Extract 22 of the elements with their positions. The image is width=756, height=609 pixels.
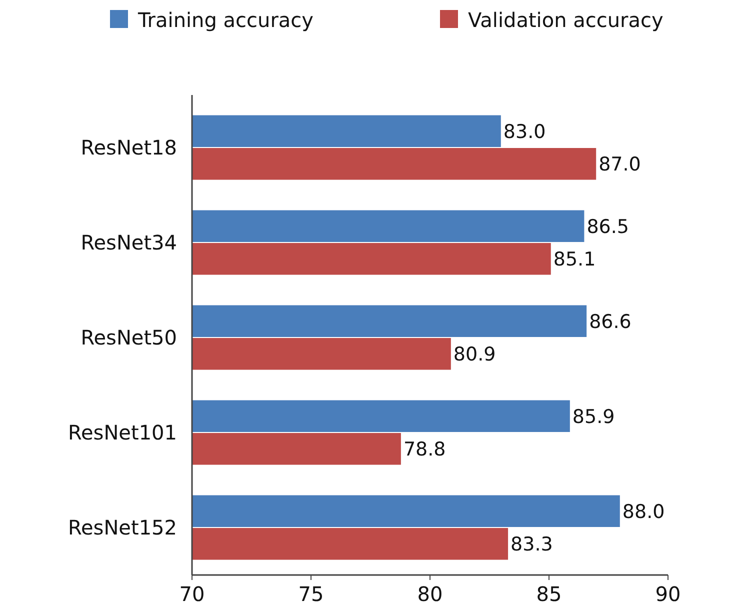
data-label: 88.0: [622, 500, 665, 523]
y-tick-label: ResNet101: [68, 420, 177, 444]
data-label: 85.9: [572, 406, 615, 428]
x-tick-label: 70: [179, 582, 205, 606]
x-tick-label: 80: [417, 582, 443, 606]
data-label: 85.1: [553, 248, 596, 271]
y-tick-label: ResNet152: [68, 516, 177, 540]
data-label: 83.3: [510, 534, 553, 556]
data-label: 87.0: [598, 154, 641, 176]
data-label: 78.8: [403, 438, 446, 461]
legend-label: Training accuracy: [137, 8, 314, 32]
y-tick-label: ResNet50: [80, 326, 177, 350]
legend-label: Validation accuracy: [468, 8, 664, 32]
data-label: 80.9: [453, 344, 496, 366]
data-label: 86.6: [589, 310, 632, 333]
y-tick-label: ResNet18: [80, 136, 177, 160]
data-label: 86.5: [586, 216, 630, 238]
x-tick-label: 90: [655, 582, 681, 606]
x-tick-label: 75: [298, 582, 324, 606]
data-label: 83.0: [503, 120, 546, 143]
x-tick-label: 85: [536, 582, 562, 606]
y-tick-label: ResNet34: [80, 230, 177, 254]
